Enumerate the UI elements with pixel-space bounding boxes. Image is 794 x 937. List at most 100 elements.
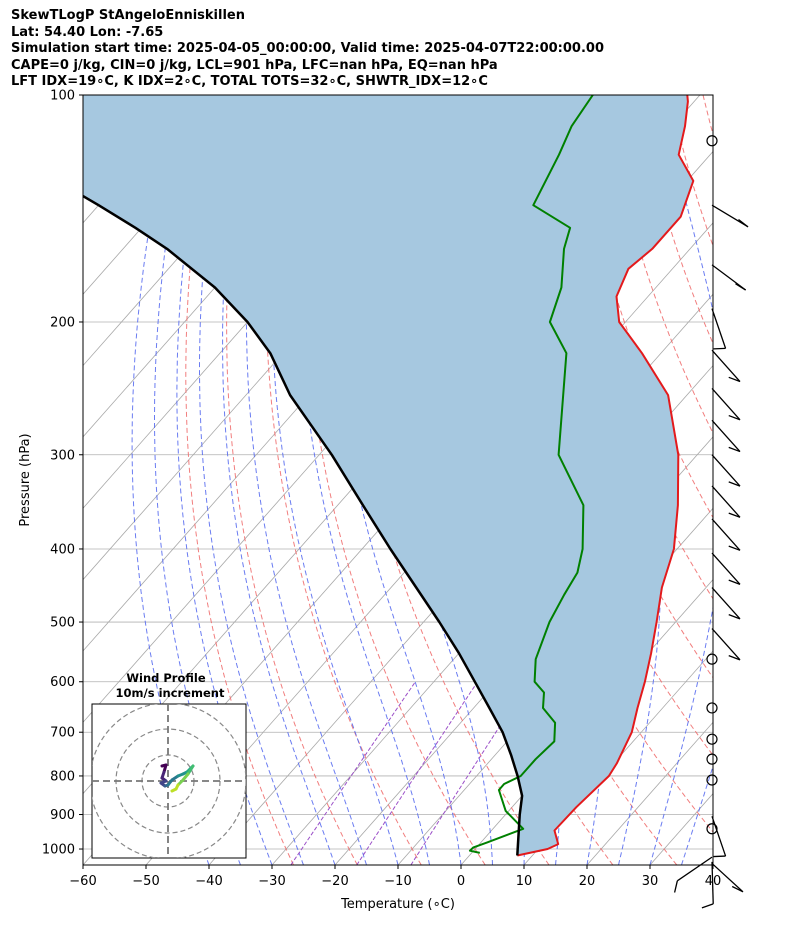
calm-wind-circle bbox=[706, 733, 718, 745]
dry-adiabat bbox=[408, 95, 678, 865]
y-tick-label: 200 bbox=[50, 315, 75, 330]
calm-wind-circle bbox=[706, 823, 718, 835]
calm-wind-circle bbox=[706, 653, 718, 665]
y-axis-label: Pressure (hPa) bbox=[18, 433, 33, 526]
hodograph-subtitle: 10m/s increment bbox=[116, 686, 225, 700]
wind-barb-staff bbox=[711, 308, 727, 349]
x-axis-label: Temperature (∘C) bbox=[340, 897, 455, 912]
wind-barbs bbox=[673, 135, 749, 909]
calm-wind-circle bbox=[706, 702, 718, 714]
dry-adiabat bbox=[768, 95, 794, 865]
wind-barb-staff bbox=[711, 816, 727, 857]
moist-adiabat bbox=[649, 95, 713, 865]
y-tick-label: 800 bbox=[50, 769, 75, 784]
wind-barb-feather bbox=[728, 446, 741, 453]
y-tick-label: 100 bbox=[50, 89, 75, 104]
chart-header: SkewTLogP StAngeloEnniskillen Lat: 54.40… bbox=[11, 8, 604, 91]
moist-adiabat bbox=[681, 764, 713, 865]
dry-adiabat bbox=[339, 95, 550, 865]
wind-barb-feather bbox=[728, 512, 741, 518]
hodograph-title: Wind Profile bbox=[126, 671, 206, 685]
wind-barb-staff bbox=[711, 349, 741, 382]
wind-barb-feather bbox=[738, 218, 749, 228]
moist-adiabat bbox=[271, 95, 399, 865]
profile-lines bbox=[83, 95, 695, 857]
y-tick-label: 600 bbox=[50, 675, 75, 690]
x-tick-label: 0 bbox=[457, 874, 465, 889]
y-tick-label: 300 bbox=[50, 448, 75, 463]
wind-barb-staff bbox=[711, 862, 744, 893]
wind-barb-feather bbox=[731, 885, 744, 893]
wind-barb-staff bbox=[711, 518, 741, 551]
moist-adiabat bbox=[712, 863, 713, 865]
wind-barb-staff bbox=[676, 856, 713, 882]
x-tick-label: −60 bbox=[69, 874, 96, 889]
x-tick-label: −30 bbox=[258, 874, 285, 889]
dewpoint-line bbox=[468, 95, 594, 854]
isotherm-line bbox=[776, 95, 794, 865]
cape-cin-shading bbox=[83, 95, 694, 856]
isotherm-line bbox=[523, 650, 713, 865]
x-tick-label: −20 bbox=[321, 874, 348, 889]
isotherm-line bbox=[586, 721, 713, 865]
wind-barb-staff bbox=[711, 628, 741, 661]
chart-title: SkewTLogP StAngeloEnniskillen bbox=[11, 8, 245, 23]
wind-barb-staff bbox=[711, 454, 741, 487]
wind-barb-feather bbox=[728, 545, 741, 551]
simulation-time-line: Simulation start time: 2025-04-05_00:00:… bbox=[11, 41, 604, 56]
dry-adiabat bbox=[702, 95, 713, 136]
dry-adiabat bbox=[265, 95, 422, 865]
wind-barb-feather bbox=[728, 579, 741, 585]
wind-barb-feather bbox=[701, 903, 714, 909]
moist-adiabat bbox=[176, 95, 273, 865]
calm-wind-circle bbox=[706, 753, 718, 765]
wind-barb-staff bbox=[711, 861, 714, 904]
moist-adiabat bbox=[245, 95, 367, 865]
wind-barb-staff bbox=[711, 587, 741, 620]
x-tick-label: 30 bbox=[642, 874, 659, 889]
cape-line: CAPE=0 j/kg, CIN=0 j/kg, LCL=901 hPa, LF… bbox=[11, 57, 498, 73]
wind-barb-feather bbox=[728, 414, 741, 421]
x-tick-label: −10 bbox=[384, 874, 411, 889]
calm-wind-circle bbox=[706, 135, 718, 147]
dry-adiabat bbox=[226, 95, 358, 865]
moist-adiabat bbox=[222, 95, 336, 865]
y-tick-label: 700 bbox=[50, 726, 75, 741]
dry-adiabat bbox=[185, 95, 294, 865]
axis-ticks: −60−50−40−30−20−100102030401002003004005… bbox=[42, 89, 721, 890]
cin-shading bbox=[83, 95, 694, 856]
hodograph-trace-segment bbox=[186, 764, 195, 776]
wind-barb-feather bbox=[728, 481, 741, 487]
wind-barb-staff bbox=[711, 204, 749, 228]
y-tick-label: 500 bbox=[50, 616, 75, 631]
y-tick-label: 400 bbox=[50, 542, 75, 557]
wind-barb-feather bbox=[673, 880, 678, 893]
calm-wind-circle bbox=[706, 774, 718, 786]
wind-barb-feather bbox=[728, 376, 741, 383]
wind-barb-staff bbox=[711, 388, 741, 421]
x-tick-label: 10 bbox=[516, 874, 533, 889]
wind-barb-feather bbox=[735, 283, 746, 291]
dry-adiabat bbox=[604, 95, 713, 435]
x-tick-label: −40 bbox=[195, 874, 222, 889]
location-line: Lat: 54.40 Lon: -7.65 bbox=[11, 24, 164, 40]
moist-adiabat bbox=[745, 95, 794, 865]
parcel-profile-line bbox=[83, 194, 524, 856]
isotherm-line bbox=[712, 864, 713, 865]
wind-barb-staff bbox=[711, 419, 741, 453]
indices-line: LFT IDX=19∘C, K IDX=2∘C, TOTAL TOTS=32∘C… bbox=[11, 74, 488, 89]
y-tick-label: 1000 bbox=[42, 843, 75, 858]
temperature-line bbox=[517, 95, 695, 857]
x-tick-label: −50 bbox=[132, 874, 159, 889]
wind-barb-feather bbox=[728, 614, 741, 620]
x-tick-label: 20 bbox=[579, 874, 596, 889]
moist-adiabat bbox=[199, 95, 304, 865]
wind-barb-staff bbox=[711, 485, 741, 518]
hodograph-plot bbox=[92, 704, 246, 858]
hodograph-trace-segment bbox=[170, 787, 178, 793]
wind-barb-staff bbox=[711, 552, 741, 585]
wind-barb-feather bbox=[728, 655, 741, 661]
y-tick-label: 900 bbox=[50, 808, 75, 823]
